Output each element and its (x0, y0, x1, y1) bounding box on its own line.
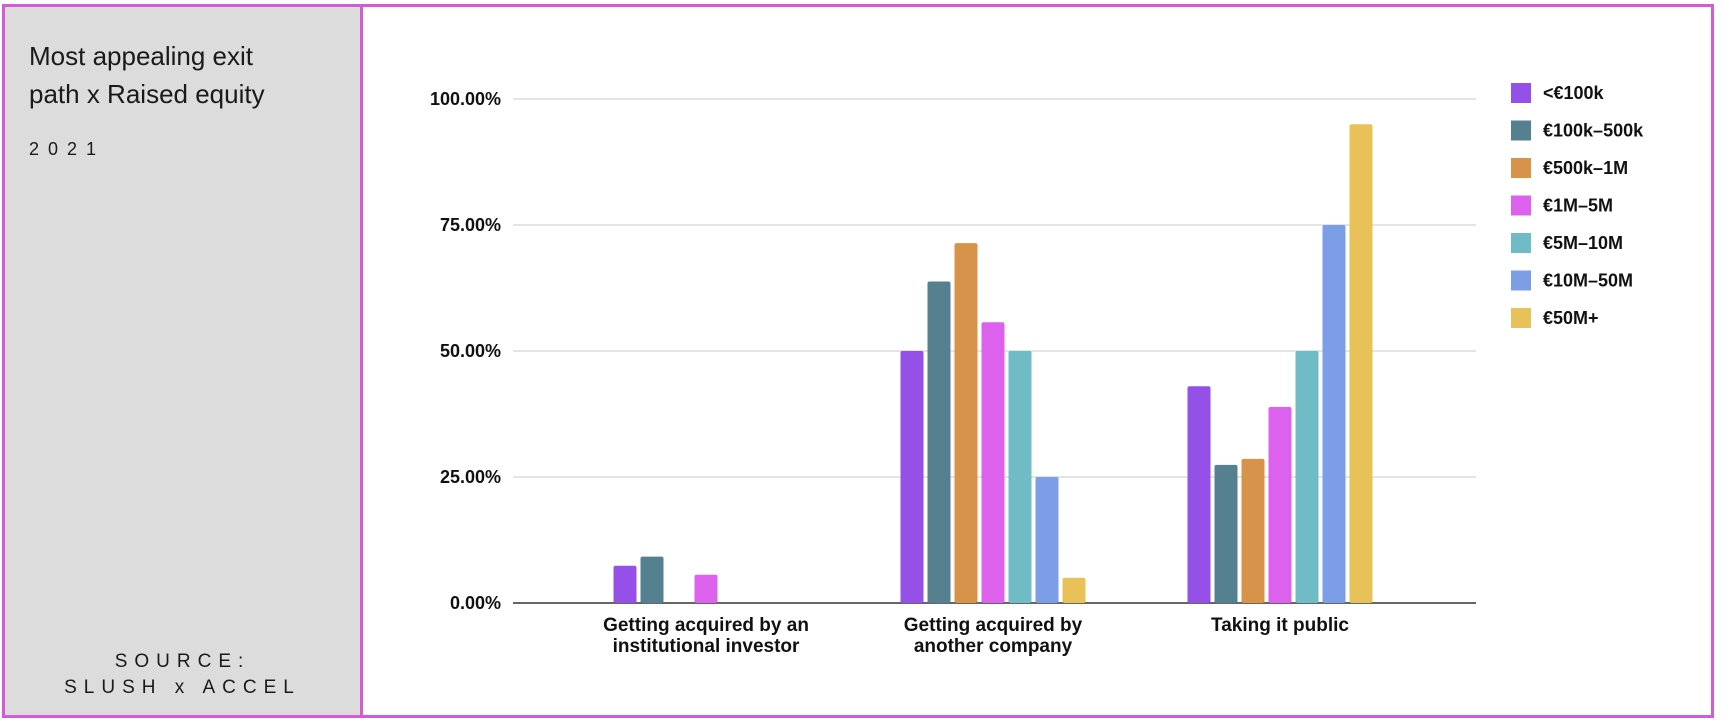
chart-title: Most appealing exit path x Raised equity (29, 41, 265, 109)
y-tick-label: 100.00% (430, 89, 501, 109)
y-tick-label: 50.00% (440, 341, 501, 361)
bar (981, 322, 1005, 603)
bar (640, 556, 664, 603)
x-category-label: Taking it public (1211, 615, 1349, 636)
bar (1322, 225, 1346, 603)
legend-swatch (1511, 233, 1531, 253)
legend-swatch (1511, 270, 1531, 291)
bar (1349, 124, 1373, 603)
legend-label: €5M–10M (1543, 233, 1623, 253)
info-sidebar: Most appealing exit path x Raised equity… (5, 7, 363, 715)
y-tick-label: 75.00% (440, 215, 501, 235)
legend-label: €50M+ (1543, 308, 1599, 328)
legend-swatch (1511, 195, 1531, 216)
bar (927, 281, 951, 603)
legend-swatch (1511, 120, 1531, 141)
bar-chart: 0.00% 25.00% 50.00% 75.00% 100.00% Getting ac… (430, 83, 1644, 657)
bar (1295, 351, 1319, 603)
legend-label: €100k–500k (1543, 121, 1644, 141)
chart-year: 2021 (29, 139, 106, 159)
bar (1268, 406, 1292, 603)
bar (1241, 458, 1265, 603)
bar (694, 574, 718, 603)
bar (613, 565, 637, 603)
bar (900, 351, 924, 603)
legend-swatch (1511, 308, 1531, 328)
bar (1035, 477, 1059, 603)
chart-frame: Most appealing exit path x Raised equity… (2, 4, 1714, 718)
x-category-label: Getting acquired by an institutional inve… (603, 615, 809, 657)
legend-label: <€100k (1543, 83, 1605, 103)
legend-label: €10M–50M (1543, 271, 1633, 291)
x-category-label: Getting acquired by another company (904, 615, 1083, 657)
source-credit: SOURCE: SLUSH x ACCEL (64, 651, 301, 698)
legend-label: €500k–1M (1543, 158, 1628, 178)
legend-label: €1M–5M (1543, 196, 1613, 216)
bar (954, 243, 978, 604)
y-tick-label: 25.00% (440, 467, 501, 487)
legend-swatch (1511, 83, 1531, 103)
bar (1214, 464, 1238, 603)
bar (1062, 577, 1086, 603)
y-tick-label: 0.00% (450, 593, 501, 613)
bar (1187, 386, 1211, 603)
bar (1008, 351, 1032, 603)
legend-swatch (1511, 158, 1531, 178)
